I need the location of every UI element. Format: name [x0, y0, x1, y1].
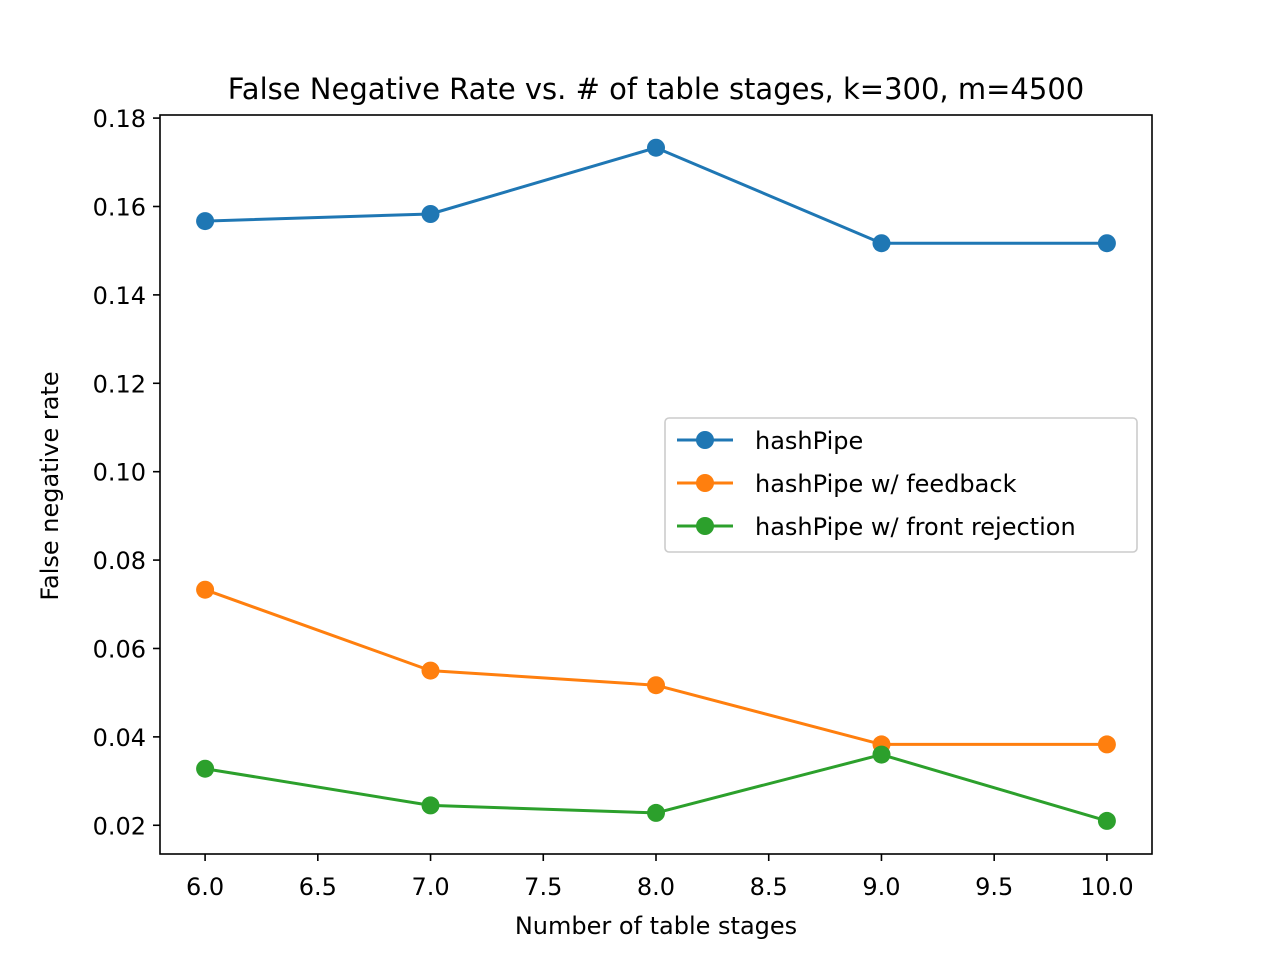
x-tick-label: 7.5 [524, 873, 562, 901]
series-3-point [1097, 811, 1116, 830]
legend-box [664, 417, 1138, 553]
legend-swatch-marker [696, 474, 714, 492]
y-tick-label: 0.18 [93, 105, 146, 133]
x-tick-label: 7.0 [411, 873, 449, 901]
x-tick-label: 10.0 [1080, 873, 1133, 901]
legend-swatch-marker [696, 431, 714, 449]
series-3-point [196, 759, 215, 778]
legend-entry-label: hashPipe w/ feedback [755, 470, 1017, 498]
legend-swatch-marker [696, 517, 714, 535]
y-tick-label: 0.14 [93, 282, 146, 310]
series-line-1 [203, 146, 1109, 245]
y-tick-label: 0.02 [93, 812, 146, 840]
series-1-point [647, 138, 665, 157]
y-tick-label: 0.04 [93, 724, 146, 752]
series-1-point [1097, 234, 1116, 253]
series-1-point [421, 205, 440, 223]
x-tick-label: 9.0 [862, 873, 900, 901]
series-2-point [647, 676, 665, 695]
legend-entry-label: hashPipe w/ front rejection [755, 513, 1076, 541]
y-axis-label: False negative rate [36, 371, 64, 600]
chart-title: False Negative Rate vs. # of table stage… [228, 72, 1084, 106]
series-1-point [196, 212, 215, 231]
x-tick-label: 6.5 [299, 873, 337, 901]
series-2-point [421, 661, 440, 680]
series-line-2 [203, 587, 1109, 746]
y-tick-label: 0.16 [93, 193, 146, 221]
y-tick-label: 0.08 [93, 547, 146, 575]
plot-area: 6.0 6.5 7.0 7.5 8.0 8.5 9.0 9.5 10.0 0.02 0.04 0.06… [93, 105, 1153, 901]
series-2-point [196, 580, 215, 599]
series-3-point [872, 745, 891, 764]
x-tick-label: 8.0 [637, 873, 675, 901]
series-1-point [872, 234, 891, 253]
x-tick-label: 6.0 [186, 873, 224, 901]
legend: hashPipe hashPipe w/ feedback hashPipe w/ … [664, 417, 1138, 553]
y-tick-label: 0.06 [93, 635, 146, 663]
x-tick-label: 8.5 [750, 873, 788, 901]
series-3-point [421, 796, 440, 815]
legend-entry-label: hashPipe [755, 427, 863, 455]
y-tick-label: 0.12 [93, 370, 146, 398]
series-3-point [647, 803, 665, 822]
x-axis-label: Number of table stages [515, 912, 797, 940]
y-tick-label: 0.10 [93, 459, 146, 487]
x-tick-label: 9.5 [975, 873, 1013, 901]
series-2-point [1097, 735, 1116, 754]
